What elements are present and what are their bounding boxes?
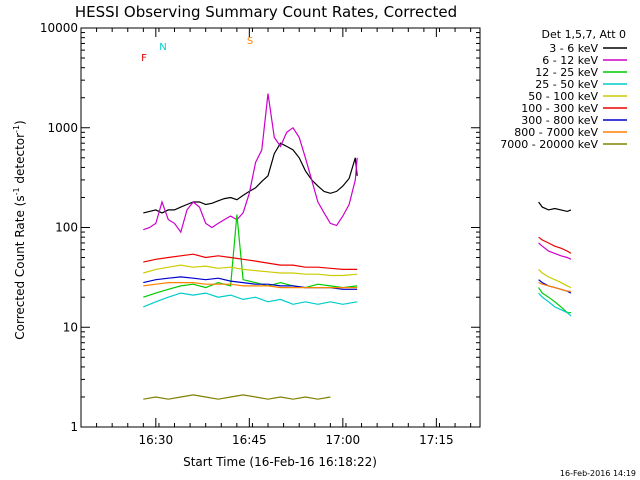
series-line [143, 93, 358, 234]
y-tick-label: 1 [70, 420, 78, 434]
series-line [143, 394, 331, 400]
legend-header: Det 1,5,7, Att 0 [542, 28, 626, 41]
series-line [143, 282, 358, 289]
x-tick-label: 17:15 [419, 433, 454, 447]
flag-label-n: N [159, 42, 166, 53]
y-tick-label: 10000 [40, 21, 78, 35]
flag-label-f: F [141, 53, 147, 64]
x-tick-label: 16:45 [232, 433, 267, 447]
y-tick-label: 100 [55, 221, 78, 235]
y-tick-label: 1000 [47, 121, 78, 135]
flag-label-s: S [247, 36, 253, 47]
legend-label: 100 - 300 keV [521, 102, 598, 115]
series-line [143, 142, 358, 214]
y-axis-label: Corrected Count Rate (s-1 detector-1) [12, 120, 27, 339]
legend-label: 800 - 7000 keV [514, 126, 598, 139]
legend-label: 7000 - 20000 keV [500, 138, 598, 151]
legend-label: 50 - 100 keV [528, 90, 598, 103]
legend-label: 25 - 50 keV [535, 78, 598, 91]
y-axis-ticks: 1 10 100 1000 10000 [40, 21, 480, 434]
legend-label: 6 - 12 keV [542, 54, 598, 67]
plot-area: N F S [141, 36, 572, 400]
x-axis-ticks: 16:30 16:45 17:00 17:15 [80, 28, 472, 447]
legend-label: 12 - 25 keV [535, 66, 598, 79]
series-line [538, 242, 572, 260]
legend-label: 3 - 6 keV [549, 42, 598, 55]
y-tick-label: 10 [63, 320, 78, 334]
timestamp: 16-Feb-2016 14:19 [560, 469, 636, 478]
series-line [538, 292, 572, 317]
series-line [143, 214, 358, 298]
series-line [143, 292, 358, 308]
x-tick-label: 16:30 [139, 433, 174, 447]
series-line [538, 201, 572, 213]
series-line [143, 253, 358, 270]
legend-label: 300 - 800 keV [521, 114, 598, 127]
x-axis-label: Start Time (16-Feb-16 16:18:22) [183, 455, 377, 469]
series-line [538, 268, 572, 289]
chart-title: HESSI Observing Summary Count Rates, Cor… [75, 3, 457, 21]
series-line [538, 236, 572, 254]
series-line [538, 282, 571, 292]
x-tick-label: 17:00 [326, 433, 361, 447]
series-line [143, 264, 358, 277]
